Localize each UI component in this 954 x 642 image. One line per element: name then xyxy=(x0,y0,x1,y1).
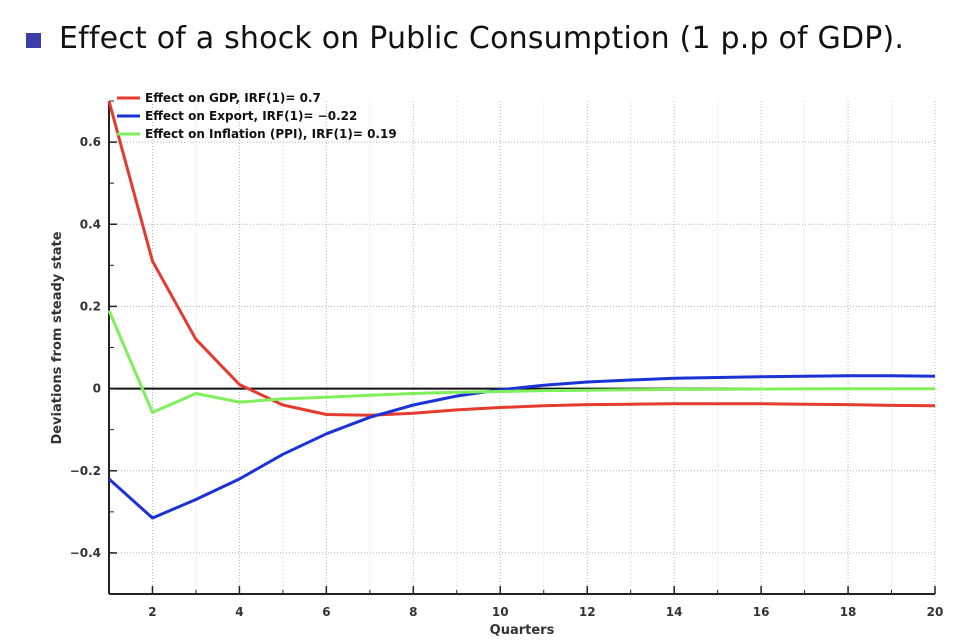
y-tick-label: 0 xyxy=(93,382,101,396)
slide-title-text: Effect of a shock on Public Consumption … xyxy=(59,20,905,56)
x-tick-label: 14 xyxy=(666,605,683,619)
x-tick-label: 20 xyxy=(927,605,944,619)
y-tick-label: 0.4 xyxy=(80,217,101,231)
axes-layer: −0.4 −0.2 0 0.2 0.4 0.6 2 4 6 8 10 12 14 16 18 20 xyxy=(70,100,944,619)
x-axis-label: Quarters xyxy=(490,623,555,638)
y-tick-label: −0.2 xyxy=(70,464,101,478)
series-line-2 xyxy=(107,374,936,520)
x-tick-label: 18 xyxy=(840,605,857,619)
series-line-3 xyxy=(107,309,936,414)
x-tick-label: 10 xyxy=(492,605,509,619)
x-tick-label: 8 xyxy=(409,605,417,619)
series-layer xyxy=(107,100,936,520)
legend: Effect on GDP, IRF(1)= 0.7 Effect on Expo… xyxy=(117,91,397,141)
legend-entry-2: Effect on Export, IRF(1)= −0.22 xyxy=(145,109,357,123)
legend-entry-1: Effect on GDP, IRF(1)= 0.7 xyxy=(145,91,321,105)
grid-layer xyxy=(109,101,936,594)
x-tick-label: 4 xyxy=(235,605,243,619)
x-tick-label: 12 xyxy=(579,605,596,619)
y-axis-label: Deviations from steady state xyxy=(50,231,65,444)
slide-title: Effect of a shock on Public Consumption … xyxy=(26,14,904,62)
series-line-1 xyxy=(107,100,936,417)
legend-entry-3: Effect on Inflation (PPI), IRF(1)= 0.19 xyxy=(145,127,397,141)
y-tick-label: 0.6 xyxy=(80,135,101,149)
y-tick-label: −0.4 xyxy=(70,546,101,560)
x-tick-label: 2 xyxy=(148,605,156,619)
y-tick-label: 0.2 xyxy=(80,299,101,313)
bullet-square-icon xyxy=(26,32,41,48)
x-tick-label: 16 xyxy=(753,605,770,619)
x-tick-label: 6 xyxy=(322,605,330,619)
